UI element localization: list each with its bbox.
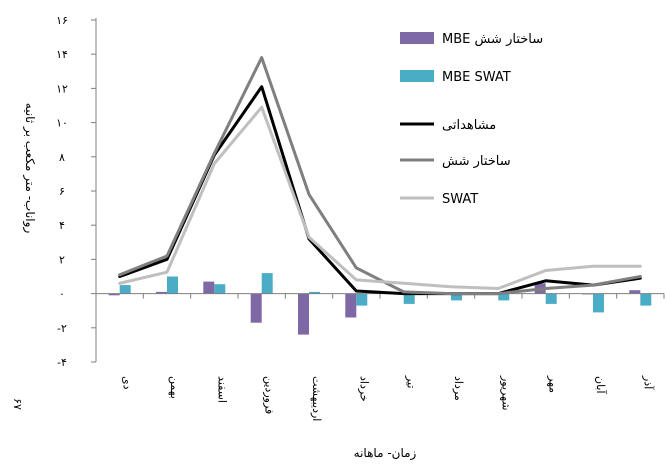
legend-swatch-1 (400, 70, 434, 82)
bar-mbe-swat-1 (167, 276, 178, 294)
x-category-label-1: بهمن (168, 376, 181, 399)
bar-mbe-swat-2 (214, 284, 226, 294)
bar-mbe-swat-4 (309, 291, 320, 294)
x-category-label-3: فروردین (263, 376, 276, 414)
bar-mbe-swat-3 (261, 273, 273, 294)
x-category-label-5: خرداد (357, 376, 370, 402)
bar-mbe-shesh-3 (250, 293, 262, 323)
bar-mbe-shesh-5 (345, 293, 357, 318)
y-tick-label-10: -۴ (57, 356, 67, 369)
legend-label-2: مشاهداتی (442, 118, 496, 133)
y-tick-label-7: ۲ (59, 253, 65, 266)
bar-mbe-shesh-1 (156, 291, 167, 294)
series-line-1 (118, 56, 642, 296)
legend: MBE ساختار شش MBE SWAT مشاهداتی ساختار شش SW… (400, 32, 543, 207)
bar-mbe-swat-11 (640, 293, 652, 306)
x-axis-title: زمان- ماهانه (354, 446, 417, 461)
bar-mbe-swat-8 (498, 293, 510, 301)
x-category-label-2: اسفند (215, 376, 228, 403)
y-tick-label-6: ۴ (59, 219, 65, 232)
x-category-label-7: مرداد (452, 376, 465, 401)
bar-mbe-shesh-0 (108, 293, 120, 296)
bar-mbe-swat-9 (545, 293, 557, 304)
bar-mbe-shesh-2 (203, 281, 215, 294)
y-axis-title: رواناب- متر مکعب بر ثانیه (22, 103, 37, 234)
x-category-label-4: اردیبهشت (310, 376, 323, 421)
bar-mbe-shesh-4 (298, 293, 309, 335)
x-category-label-11: آذر (641, 375, 655, 390)
y-tick-label-9: -۲ (57, 322, 67, 335)
y-tick-label-0: ۱۶ (56, 14, 68, 27)
bar-mbe-swat-7 (451, 293, 462, 301)
y-tick-label-5: ۶ (59, 185, 65, 198)
legend-label-3: ساختار شش (442, 154, 511, 169)
legend-label-4: SWAT (442, 192, 478, 207)
legend-label-0: MBE ساختار شش (442, 32, 543, 47)
x-category-label-6: تیر (405, 375, 418, 388)
y-tick-label-2: ۱۲ (56, 82, 68, 95)
bar-mbe-shesh-11 (629, 290, 641, 294)
x-category-label-8: شهریور (499, 375, 512, 410)
y-tick-label-8: ۰ (59, 288, 65, 301)
legend-swatch-0 (400, 32, 434, 44)
y-tick-label-1: ۱۴ (56, 48, 68, 61)
legend-label-1: MBE SWAT (442, 70, 511, 85)
lines-layer (118, 56, 642, 296)
bar-mbe-swat-0 (119, 285, 131, 294)
corner-label: ۶۷ (11, 398, 24, 410)
bar-mbe-swat-10 (593, 293, 604, 313)
x-category-label-0: دی (121, 376, 134, 390)
x-category-labels: دی بهمن اسفند فروردین اردیبهشت خرداد تیر مرداد ش… (121, 375, 656, 421)
bar-mbe-swat-5 (356, 293, 368, 306)
y-tick-label-3: ۱۰ (56, 117, 68, 130)
x-category-label-9: مهر (547, 375, 560, 393)
axes-layer (91, 18, 665, 363)
y-tick-labels: ۱۶ ۱۴ ۱۲ ۱۰ ۸ ۶ ۴ ۲ ۰ -۲ -۴ (56, 14, 68, 369)
x-category-label-10: آبان (594, 376, 608, 394)
y-tick-label-4: ۸ (59, 151, 65, 164)
series-line-2 (118, 105, 642, 290)
bar-mbe-swat-6 (403, 293, 415, 304)
